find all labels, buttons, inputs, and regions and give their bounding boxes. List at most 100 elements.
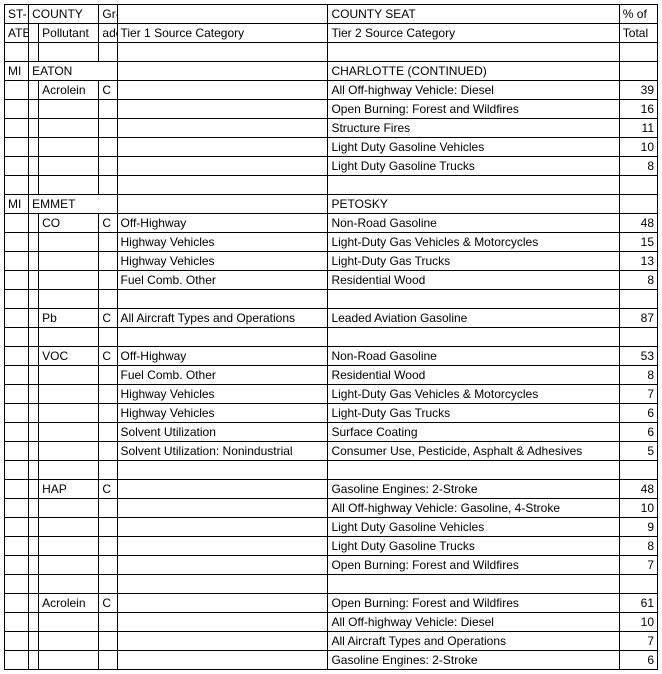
cell-tier1 xyxy=(117,100,328,119)
cell-tier2: All Aircraft Types and Operations xyxy=(328,632,619,651)
cell-pollutant xyxy=(39,632,99,651)
cell-tier1: Highway Vehicles xyxy=(117,404,328,423)
table-row xyxy=(5,328,658,347)
cell-tier1: All Aircraft Types and Operations xyxy=(117,309,328,328)
cell-grade xyxy=(99,157,117,176)
cell-sep xyxy=(29,81,39,100)
cell-state xyxy=(5,461,29,480)
cell-pollutant xyxy=(39,461,99,480)
table-row: All Aircraft Types and Operations7 xyxy=(5,632,658,651)
cell-pollutant xyxy=(39,613,99,632)
cell-tier1 xyxy=(117,119,328,138)
table-row: All Off-highway Vehicle: Diesel10 xyxy=(5,613,658,632)
cell-tier2: Light Duty Gasoline Vehicles xyxy=(328,138,619,157)
cell-sep xyxy=(29,442,39,461)
table-row xyxy=(5,461,658,480)
cell-sep xyxy=(29,271,39,290)
table-row: Light Duty Gasoline Trucks8 xyxy=(5,157,658,176)
cell-tier1 xyxy=(117,632,328,651)
cell-sep xyxy=(29,632,39,651)
cell-tier1: Fuel Comb. Other xyxy=(117,271,328,290)
table-row xyxy=(5,575,658,594)
hdr-tier1: Tier 1 Source Category xyxy=(117,24,328,43)
cell-pollutant xyxy=(39,499,99,518)
cell-state xyxy=(5,442,29,461)
cell-tier2 xyxy=(328,176,619,195)
cell-tier1 xyxy=(117,651,328,670)
cell-grade xyxy=(99,119,117,138)
cell-tier2: Gasoline Engines: 2-Stroke xyxy=(328,480,619,499)
cell-pollutant: Acrolein xyxy=(39,594,99,613)
cell-pollutant: CO xyxy=(39,214,99,233)
cell-tier1 xyxy=(117,176,328,195)
cell-tier2: Light Duty Gasoline Trucks xyxy=(328,537,619,556)
cell-pollutant xyxy=(39,423,99,442)
cell-tier2 xyxy=(328,43,619,62)
cell-grade xyxy=(99,43,117,62)
cell-pollutant xyxy=(39,100,99,119)
cell-state xyxy=(5,43,29,62)
cell-percent xyxy=(619,328,657,347)
cell-sep xyxy=(29,366,39,385)
cell-percent: 7 xyxy=(619,385,657,404)
table-row: Fuel Comb. OtherResidential Wood8 xyxy=(5,366,658,385)
cell-tier2: Light-Duty Gas Trucks xyxy=(328,252,619,271)
cell-pollutant xyxy=(39,233,99,252)
cell-pollutant xyxy=(39,537,99,556)
cell-sep xyxy=(29,556,39,575)
cell-pollutant xyxy=(39,404,99,423)
cell-pollutant xyxy=(39,290,99,309)
cell-grade xyxy=(99,138,117,157)
cell-percent: 8 xyxy=(619,271,657,290)
cell-tier1 xyxy=(117,537,328,556)
cell-grade: C xyxy=(99,309,117,328)
table-row: Structure Fires11 xyxy=(5,119,658,138)
table-row: PbCAll Aircraft Types and OperationsLead… xyxy=(5,309,658,328)
cell-grade xyxy=(99,575,117,594)
cell-grade: C xyxy=(99,594,117,613)
cell-sep xyxy=(29,385,39,404)
cell-tier1: Solvent Utilization xyxy=(117,423,328,442)
cell-grade xyxy=(99,233,117,252)
cell-percent: 13 xyxy=(619,252,657,271)
cell-percent: 6 xyxy=(619,651,657,670)
cell-grade xyxy=(99,537,117,556)
cell-tier1 xyxy=(117,499,328,518)
cell-tier1 xyxy=(117,43,328,62)
cell-percent: 48 xyxy=(619,214,657,233)
table-row xyxy=(5,290,658,309)
cell-sep xyxy=(29,651,39,670)
cell-percent xyxy=(619,195,657,214)
table-row: Solvent UtilizationSurface Coating6 xyxy=(5,423,658,442)
table-row: Light Duty Gasoline Vehicles10 xyxy=(5,138,658,157)
cell-state xyxy=(5,138,29,157)
cell-state xyxy=(5,328,29,347)
cell-percent xyxy=(619,575,657,594)
cell-tier2: Consumer Use, Pesticide, Asphalt & Adhes… xyxy=(328,442,619,461)
cell-tier1 xyxy=(117,461,328,480)
table-row: Highway VehiclesLight-Duty Gas Vehicles … xyxy=(5,385,658,404)
hdr-pct: % of xyxy=(619,5,657,24)
table-row: AcroleinCAll Off-highway Vehicle: Diesel… xyxy=(5,81,658,100)
cell-sep xyxy=(29,100,39,119)
cell-state: MI xyxy=(5,62,29,81)
hdr-state: ST- xyxy=(5,5,29,24)
table-row: All Off-highway Vehicle: Gasoline, 4-Str… xyxy=(5,499,658,518)
cell-tier2: Open Burning: Forest and Wildfires xyxy=(328,100,619,119)
cell-percent: 10 xyxy=(619,613,657,632)
cell-grade xyxy=(99,328,117,347)
table-row: HAPCGasoline Engines: 2-Stroke48 xyxy=(5,480,658,499)
table-row: Open Burning: Forest and Wildfires16 xyxy=(5,100,658,119)
hdr-tier1 xyxy=(117,5,328,24)
cell-pollutant xyxy=(39,575,99,594)
cell-pollutant xyxy=(39,651,99,670)
cell-state xyxy=(5,518,29,537)
cell-percent: 61 xyxy=(619,594,657,613)
cell-sep xyxy=(29,328,39,347)
cell-sep xyxy=(29,613,39,632)
cell-tier1 xyxy=(117,556,328,575)
cell-sep xyxy=(29,575,39,594)
cell-pollutant xyxy=(39,252,99,271)
cell-grade xyxy=(99,290,117,309)
cell-percent: 5 xyxy=(619,442,657,461)
